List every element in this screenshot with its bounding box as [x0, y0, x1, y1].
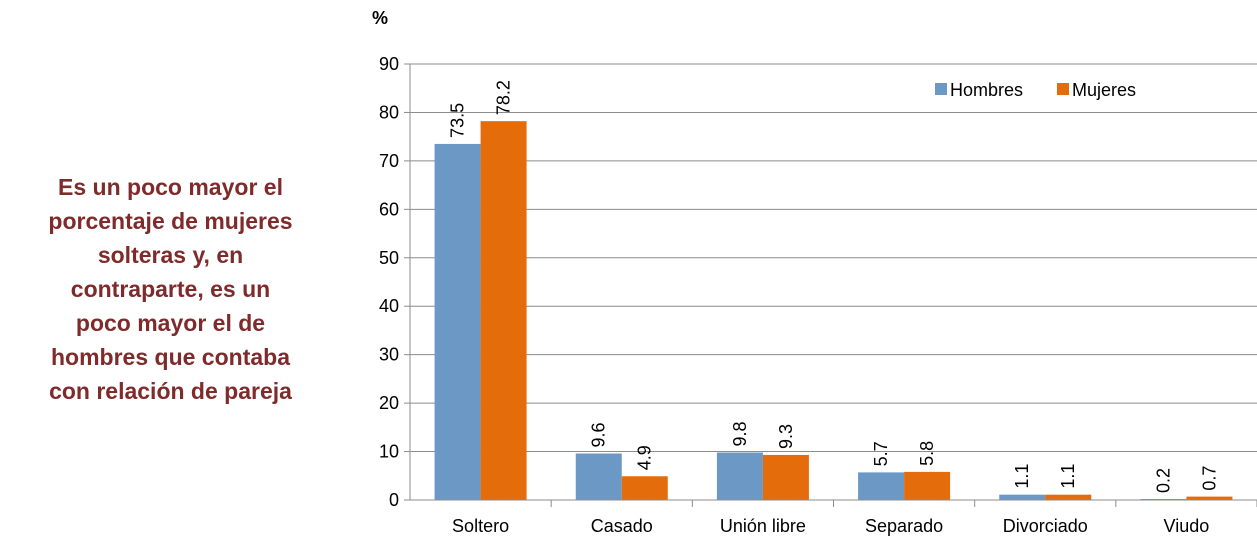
- axes-group: 0 10 20 30 40 50 60 70 80 90% Soltero Casado Unión l…: [372, 8, 1257, 536]
- legend-label: Mujeres: [1072, 80, 1136, 100]
- bar: [1186, 496, 1233, 500]
- data-label: 5.7: [871, 441, 891, 466]
- bar: [762, 454, 809, 500]
- legend-label: Hombres: [950, 80, 1023, 100]
- data-label: 9.6: [589, 422, 609, 447]
- gridlines: [410, 63, 1257, 453]
- data-labels-group: 73.5 78.2 9.6 4.9 9.8 9.3 5.7 5.8 1.1 1.1 0.2 0.7: [448, 80, 1220, 493]
- bar: [858, 472, 905, 500]
- annotation-line: poco mayor el de: [75, 310, 266, 336]
- bar: [480, 121, 527, 501]
- annotation-line: Es un poco mayor el: [58, 174, 283, 200]
- annotation-line: hombres que contaba: [51, 344, 290, 370]
- annotation-line: contraparte, es un: [70, 276, 271, 302]
- annotation-line: con relación de pareja: [49, 378, 292, 404]
- bars-group: [434, 121, 1233, 501]
- x-tick-label: Separado: [865, 516, 943, 536]
- x-tick-label: Casado: [591, 516, 653, 536]
- data-label: 0.2: [1153, 468, 1173, 493]
- annotation-line: porcentaje de mujeres: [48, 208, 293, 234]
- legend-swatch: [935, 83, 947, 95]
- bar: [1045, 494, 1092, 500]
- bar: [716, 452, 763, 500]
- bar: [904, 471, 951, 500]
- y-tick-label: 0: [389, 490, 399, 510]
- x-tick-label: Unión libre: [720, 516, 806, 536]
- x-tick-label: Divorciado: [1003, 516, 1088, 536]
- data-label: 4.9: [635, 445, 655, 470]
- data-label: 73.5: [448, 103, 468, 138]
- y-tick-label: 40: [379, 296, 399, 316]
- y-tick-label: 50: [379, 248, 399, 268]
- data-label: 9.8: [730, 421, 750, 446]
- data-label: 0.7: [1199, 466, 1219, 491]
- x-tick-label: Soltero: [452, 516, 509, 536]
- y-tick-label: 20: [379, 393, 399, 413]
- legend: Hombres Mujeres: [935, 80, 1136, 100]
- data-label: 5.8: [917, 441, 937, 466]
- y-tick-label: 90: [379, 54, 399, 74]
- bar: [999, 494, 1046, 500]
- y-tick-label: 10: [379, 442, 399, 462]
- annotation-text: Es un poco mayor el porcentaje de mujere…: [8, 170, 333, 408]
- y-tick-label: 70: [379, 151, 399, 171]
- y-tick-label: 80: [379, 102, 399, 122]
- bar: [621, 476, 668, 500]
- y-tick-label: 30: [379, 345, 399, 365]
- data-label: 9.3: [776, 424, 796, 449]
- bar: [575, 453, 622, 500]
- data-label: 78.2: [494, 80, 514, 115]
- annotation-line: solteras y, en: [97, 242, 244, 268]
- y-tick-label: 60: [379, 199, 399, 219]
- data-label: 1.1: [1012, 464, 1032, 489]
- bar: [434, 143, 481, 500]
- x-tick-label: Viudo: [1164, 516, 1210, 536]
- y-axis-label: %: [372, 8, 388, 28]
- legend-swatch: [1057, 83, 1069, 95]
- data-label: 1.1: [1058, 464, 1078, 489]
